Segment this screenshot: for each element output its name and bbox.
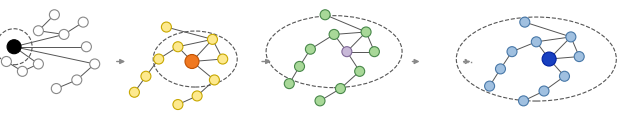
Ellipse shape	[484, 81, 495, 91]
Ellipse shape	[218, 54, 228, 64]
Ellipse shape	[284, 79, 294, 89]
Ellipse shape	[315, 96, 325, 106]
Ellipse shape	[161, 22, 172, 32]
Ellipse shape	[335, 84, 346, 94]
Ellipse shape	[531, 37, 541, 47]
Ellipse shape	[559, 71, 570, 81]
Ellipse shape	[566, 32, 576, 42]
Ellipse shape	[320, 10, 330, 20]
Ellipse shape	[72, 75, 82, 85]
Ellipse shape	[49, 10, 60, 20]
Ellipse shape	[1, 56, 12, 67]
Ellipse shape	[542, 52, 556, 66]
Ellipse shape	[507, 47, 517, 57]
Ellipse shape	[361, 27, 371, 37]
Ellipse shape	[17, 66, 28, 76]
Ellipse shape	[209, 75, 220, 85]
Ellipse shape	[59, 29, 69, 39]
Ellipse shape	[33, 59, 44, 69]
Ellipse shape	[185, 54, 199, 69]
Ellipse shape	[7, 40, 21, 54]
Ellipse shape	[520, 17, 530, 27]
Ellipse shape	[342, 47, 352, 57]
Ellipse shape	[141, 71, 151, 81]
Ellipse shape	[294, 61, 305, 71]
Ellipse shape	[154, 54, 164, 64]
Ellipse shape	[90, 59, 100, 69]
Ellipse shape	[192, 91, 202, 101]
Ellipse shape	[51, 84, 61, 94]
Ellipse shape	[495, 64, 506, 74]
Ellipse shape	[574, 52, 584, 62]
Ellipse shape	[129, 87, 140, 97]
Ellipse shape	[81, 42, 92, 52]
Ellipse shape	[207, 34, 218, 44]
Ellipse shape	[355, 66, 365, 76]
Ellipse shape	[329, 29, 339, 39]
Ellipse shape	[78, 17, 88, 27]
Ellipse shape	[369, 47, 380, 57]
Ellipse shape	[305, 44, 316, 54]
Ellipse shape	[173, 42, 183, 52]
Ellipse shape	[539, 86, 549, 96]
Ellipse shape	[173, 100, 183, 110]
Ellipse shape	[518, 96, 529, 106]
Ellipse shape	[33, 26, 44, 36]
